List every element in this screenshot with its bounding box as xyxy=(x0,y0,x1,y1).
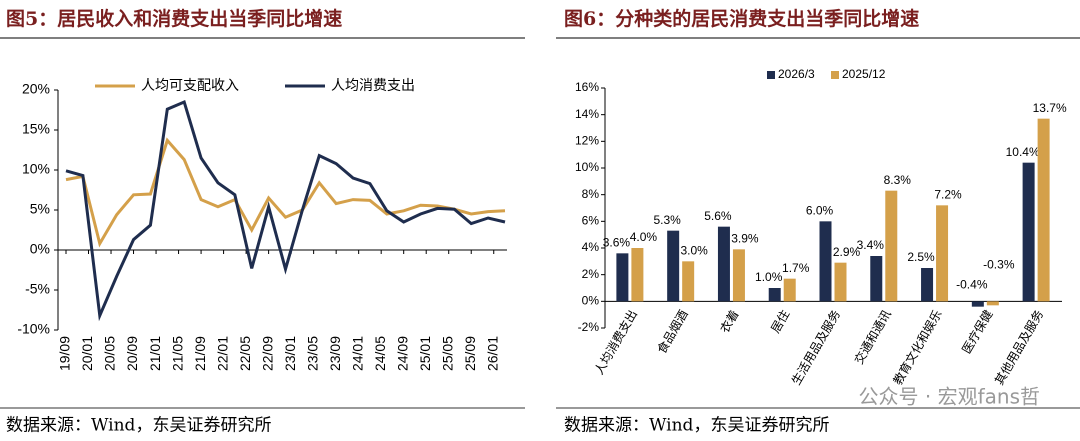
watermark: 公众号 · 宏观fans哲 xyxy=(859,385,1040,409)
bar xyxy=(834,262,847,302)
value-label: 8.3% xyxy=(884,173,912,187)
x-tick-label: 21/05 xyxy=(169,336,185,371)
x-tick-label: 22/01 xyxy=(214,336,230,371)
y-tick-label: 6% xyxy=(582,214,600,228)
legend-swatch xyxy=(767,71,775,79)
y-tick-label: 2% xyxy=(582,267,600,281)
y-tick-label: 0% xyxy=(582,294,600,308)
bar xyxy=(819,221,832,302)
y-tick-label: 15% xyxy=(22,121,50,137)
x-tick-label: 人均消费支出 xyxy=(592,308,640,377)
value-label: -0.4% xyxy=(956,278,988,292)
bar xyxy=(1037,118,1050,302)
chart-title: 图6：分种类的居民消费支出当季同比增速 xyxy=(564,7,919,30)
x-tick-label: 其他用品及服务 xyxy=(991,307,1046,387)
x-tick-label: 24/09 xyxy=(394,336,410,371)
x-tick-label: 25/05 xyxy=(439,336,455,371)
value-label: 3.6% xyxy=(603,236,631,250)
bar xyxy=(936,205,949,302)
x-tick-label: 21/09 xyxy=(192,336,208,371)
y-tick-label: -10% xyxy=(17,321,50,337)
legend-label: 2026/3 xyxy=(778,67,815,81)
x-tick-label: 食品烟酒 xyxy=(654,307,691,356)
x-tick-label: 交通和通讯 xyxy=(851,307,894,366)
bar xyxy=(631,248,644,302)
y-tick-label: 14% xyxy=(575,107,599,121)
y-tick-label: 16% xyxy=(575,80,599,94)
x-tick-label: 19/09 xyxy=(57,336,73,371)
legend-label: 人均消费支出 xyxy=(331,78,415,94)
value-label: -0.3% xyxy=(983,258,1015,272)
value-label: 2.5% xyxy=(907,250,935,264)
x-tick-label: 23/09 xyxy=(327,336,343,371)
y-tick-label: 0% xyxy=(30,241,50,257)
y-tick-label: 12% xyxy=(575,134,599,148)
value-label: 1.7% xyxy=(782,261,810,275)
chart-title: 图5：居民收入和消费支出当季同比增速 xyxy=(6,7,342,30)
value-label: 3.4% xyxy=(857,238,885,252)
series-line xyxy=(65,137,506,248)
x-tick-label: 20/09 xyxy=(124,336,140,371)
x-tick-label: 22/05 xyxy=(237,336,253,371)
bar xyxy=(783,278,796,302)
bar xyxy=(732,249,745,302)
value-label: 5.3% xyxy=(653,213,681,227)
x-tick-label: 衣着 xyxy=(717,307,742,335)
x-tick-label: 居住 xyxy=(768,308,792,336)
bar xyxy=(870,256,883,302)
bar xyxy=(667,230,680,302)
y-tick-label: 20% xyxy=(22,81,50,97)
value-label: 5.6% xyxy=(704,209,732,223)
y-tick-label: 10% xyxy=(22,161,50,177)
x-tick-label: 22/09 xyxy=(259,336,275,371)
value-label: 3.0% xyxy=(680,244,708,258)
legend-label: 2025/12 xyxy=(842,67,886,81)
x-tick-label: 21/01 xyxy=(147,336,163,371)
bar xyxy=(1022,162,1035,302)
x-tick-label: 23/01 xyxy=(282,336,298,371)
value-label: 10.4% xyxy=(1006,145,1040,159)
y-tick-label: 4% xyxy=(582,240,600,254)
value-label: 7.2% xyxy=(934,188,962,202)
bar xyxy=(768,288,781,302)
series-line xyxy=(65,99,506,322)
y-tick-label: 8% xyxy=(582,187,600,201)
bar xyxy=(682,261,695,302)
x-tick-label: 23/05 xyxy=(304,336,320,371)
x-tick-label: 医疗保健 xyxy=(959,308,995,357)
value-label: 1.0% xyxy=(755,270,783,284)
legend-swatch xyxy=(831,71,839,79)
y-tick-label: -2% xyxy=(578,320,600,334)
x-tick-label: 25/09 xyxy=(462,336,478,371)
bar xyxy=(986,301,999,306)
x-tick-label: 生活用品及服务 xyxy=(788,307,843,387)
value-label: 13.7% xyxy=(1033,101,1067,115)
bar xyxy=(616,253,629,302)
source: 数据来源：Wind，东吴证券研究所 xyxy=(6,416,271,436)
y-tick-label: 10% xyxy=(575,160,599,174)
legend-label: 人均可支配收入 xyxy=(141,78,239,94)
x-tick-label: 20/05 xyxy=(102,336,118,371)
y-tick-label: -5% xyxy=(25,281,50,297)
bar xyxy=(885,190,898,302)
bar xyxy=(717,226,730,302)
value-label: 6.0% xyxy=(806,204,834,218)
bar xyxy=(971,301,984,307)
value-label: 3.9% xyxy=(731,232,759,246)
x-tick-label: 24/05 xyxy=(372,336,388,371)
y-tick-label: 5% xyxy=(30,201,50,217)
x-tick-label: 25/01 xyxy=(417,336,433,371)
x-tick-label: 26/01 xyxy=(484,336,500,371)
value-label: 4.0% xyxy=(630,230,658,244)
x-tick-label: 教育文化和娱乐 xyxy=(890,307,945,387)
bar xyxy=(921,268,934,302)
source: 数据来源：Wind，东吴证券研究所 xyxy=(564,416,829,436)
value-label: 2.9% xyxy=(833,245,861,259)
x-tick-label: 24/01 xyxy=(349,336,365,371)
x-tick-label: 20/01 xyxy=(79,336,95,371)
